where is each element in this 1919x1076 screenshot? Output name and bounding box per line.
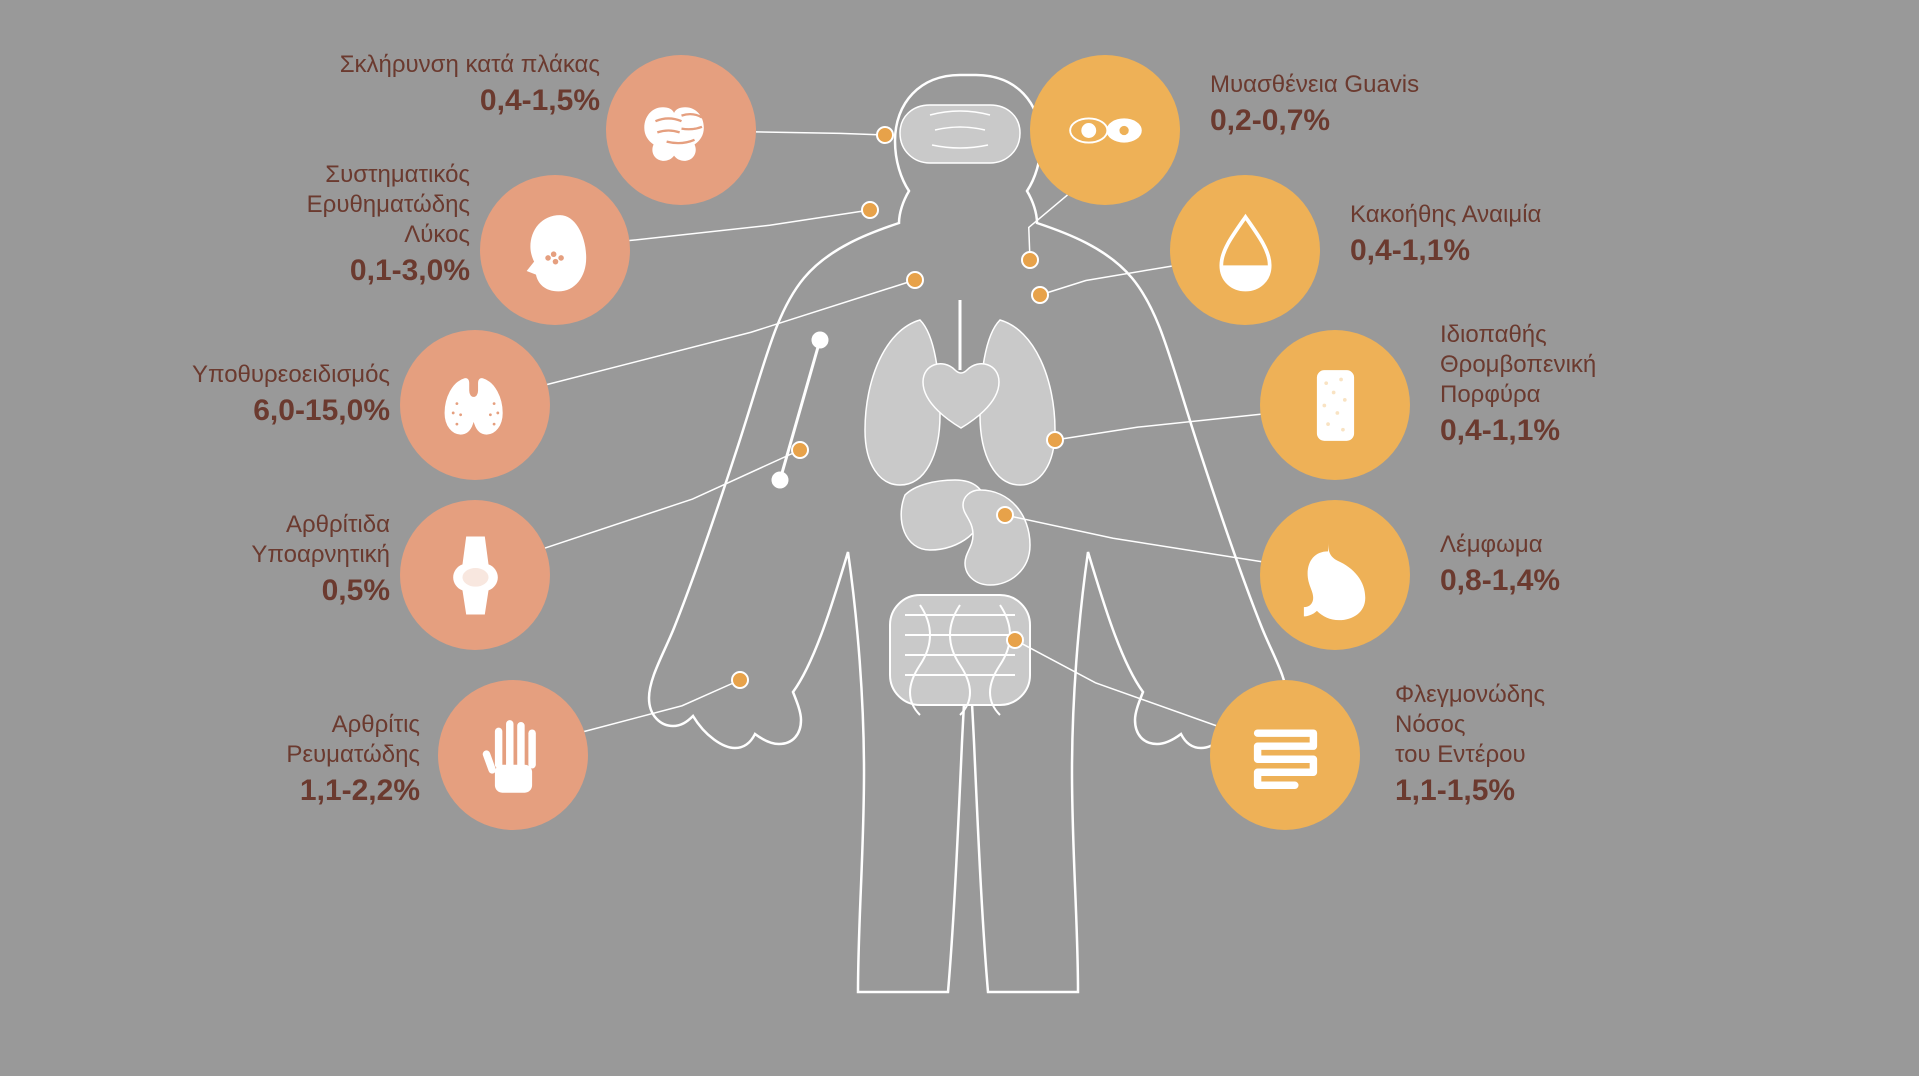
blob-lymphoma: [1260, 500, 1410, 650]
label-anemia: Κακοήθης Αναιμία0,4-1,1%: [1350, 200, 1670, 270]
label-name-sero_arth: Αρθρίτιδα Υποαρνητική: [200, 510, 390, 570]
label-sle: Συστηματικός Ερυθηματώδης Λύκος0,1-3,0%: [230, 160, 470, 290]
label-value-hypothyroid: 6,0-15,0%: [150, 392, 390, 430]
label-ms: Σκλήρυνση κατά πλάκας0,4-1,5%: [300, 50, 600, 120]
label-value-lymphoma: 0,8-1,4%: [1440, 562, 1700, 600]
label-name-anemia: Κακοήθης Αναιμία: [1350, 200, 1670, 230]
label-value-ibd: 1,1-1,5%: [1395, 772, 1655, 810]
label-lymphoma: Λέμφωμα0,8-1,4%: [1440, 530, 1700, 600]
blob-sle: [480, 175, 630, 325]
blob-ra: [438, 680, 588, 830]
label-value-anemia: 0,4-1,1%: [1350, 232, 1670, 270]
label-name-hypothyroid: Υποθυρεοειδισμός: [150, 360, 390, 390]
label-ra: Αρθρίτις Ρευματώδης1,1-2,2%: [200, 710, 420, 810]
label-value-itp: 0,4-1,1%: [1440, 412, 1700, 450]
label-name-mg: Μυασθένεια Guavis: [1210, 70, 1530, 100]
label-mg: Μυασθένεια Guavis0,2-0,7%: [1210, 70, 1530, 140]
label-name-sle: Συστηματικός Ερυθηματώδης Λύκος: [230, 160, 470, 250]
label-value-sero_arth: 0,5%: [200, 572, 390, 610]
label-name-ibd: Φλεγμονώδης Νόσος του Εντέρου: [1395, 680, 1655, 770]
blob-ms: [606, 55, 756, 205]
blob-ibd: [1210, 680, 1360, 830]
label-ibd: Φλεγμονώδης Νόσος του Εντέρου1,1-1,5%: [1395, 680, 1655, 810]
blob-anemia: [1170, 175, 1320, 325]
label-sero_arth: Αρθρίτιδα Υποαρνητική0,5%: [200, 510, 390, 610]
label-hypothyroid: Υποθυρεοειδισμός6,0-15,0%: [150, 360, 390, 430]
label-value-ra: 1,1-2,2%: [200, 772, 420, 810]
blob-mg: [1030, 55, 1180, 205]
label-name-ra: Αρθρίτις Ρευματώδης: [200, 710, 420, 770]
label-value-ms: 0,4-1,5%: [300, 82, 600, 120]
blob-itp: [1260, 330, 1410, 480]
label-itp: Ιδιοπαθής Θρομβοπενική Πορφύρα0,4-1,1%: [1440, 320, 1700, 450]
blob-hypothyroid: [400, 330, 550, 480]
label-name-lymphoma: Λέμφωμα: [1440, 530, 1700, 560]
blob-sero_arth: [400, 500, 550, 650]
label-value-mg: 0,2-0,7%: [1210, 102, 1530, 140]
label-name-itp: Ιδιοπαθής Θρομβοπενική Πορφύρα: [1440, 320, 1700, 410]
label-value-sle: 0,1-3,0%: [230, 252, 470, 290]
infographic-stage: { "canvas":{"w":1919,"h":1076,"backgroun…: [0, 0, 1919, 1076]
label-name-ms: Σκλήρυνση κατά πλάκας: [300, 50, 600, 80]
